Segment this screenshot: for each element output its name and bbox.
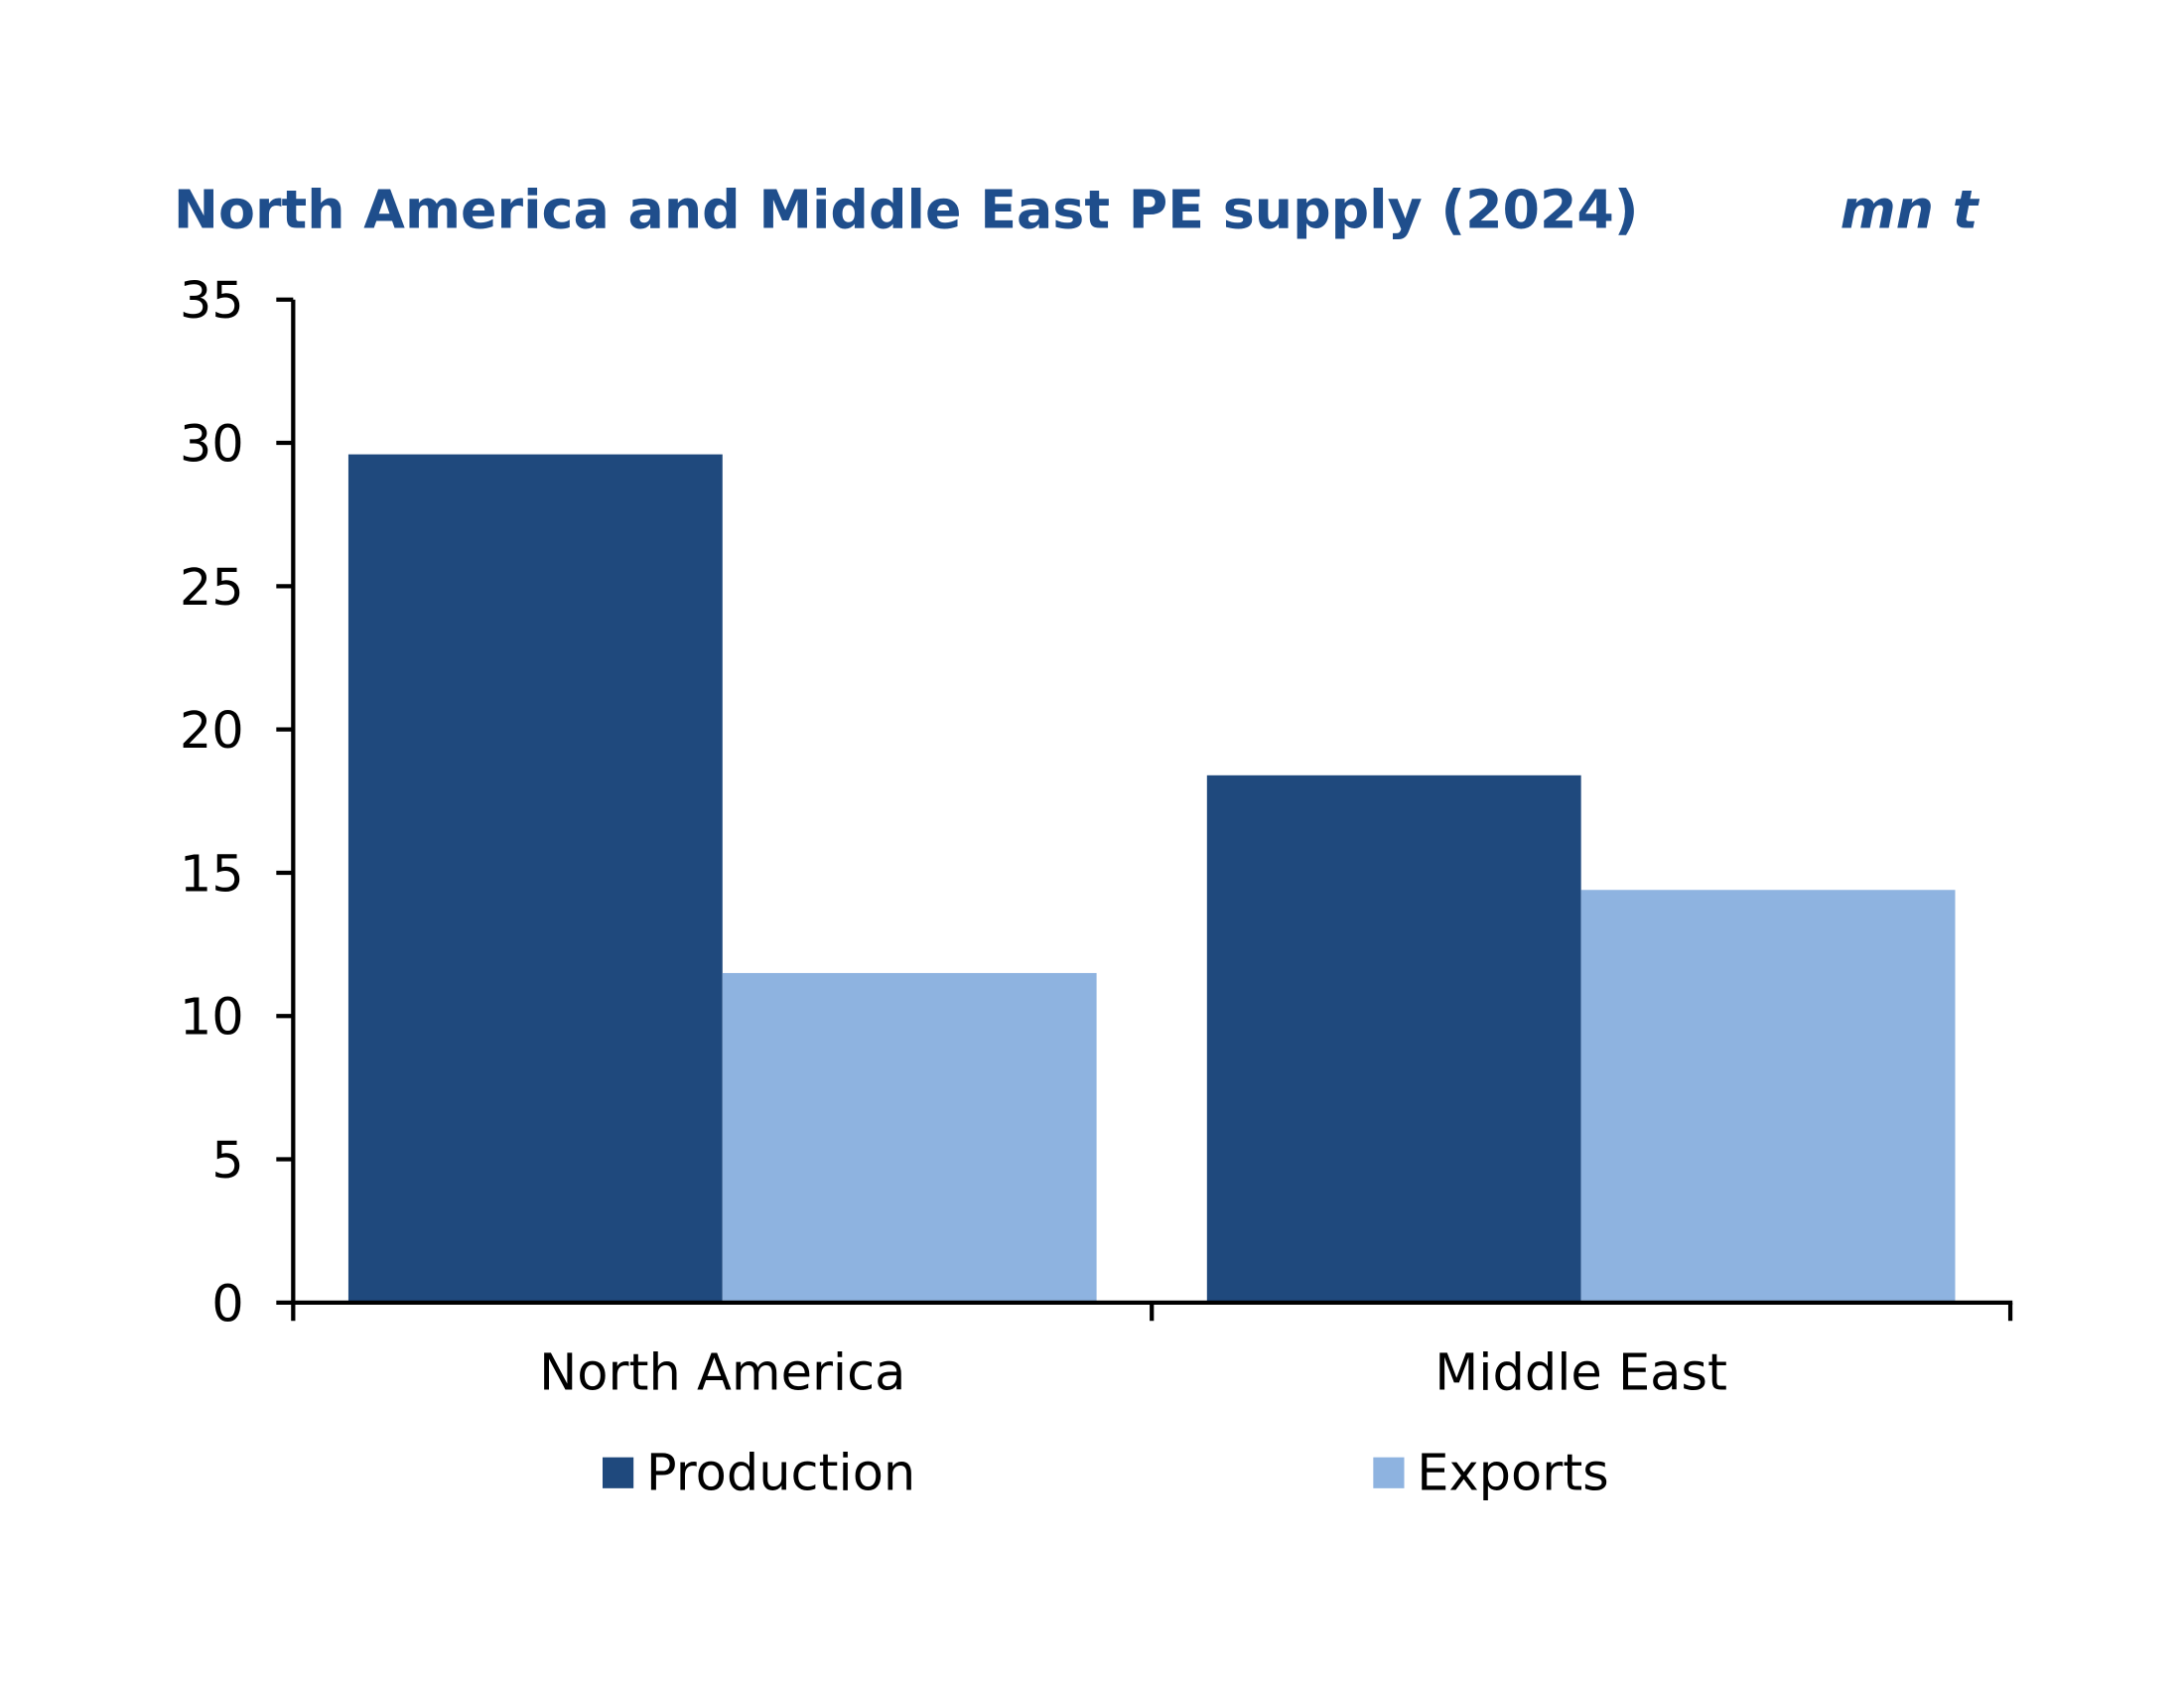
bar-production-middle-east [1206, 774, 1581, 1303]
unit-label: mn t [1841, 179, 1980, 241]
y-tick-label: 10 [180, 989, 244, 1048]
y-tick-label: 25 [180, 559, 244, 618]
y-tick-label: 30 [180, 415, 244, 474]
legend-swatch-exports [1373, 1457, 1405, 1488]
bar-exports-middle-east [1580, 890, 1956, 1303]
x-tick-label: Middle East [1434, 1344, 1727, 1403]
legend-swatch-production [603, 1457, 634, 1488]
y-tick-label: 35 [180, 272, 244, 331]
legend-label-exports: Exports [1417, 1444, 1609, 1502]
x-tick-label: North America [539, 1344, 905, 1403]
y-tick-label: 0 [211, 1275, 243, 1334]
chart-title: North America and Middle East PE supply … [174, 179, 1639, 241]
legend-label-production: Production [646, 1444, 915, 1502]
y-tick-label: 5 [211, 1132, 243, 1191]
y-tick-label: 20 [180, 702, 244, 761]
bar-production-north-america [347, 454, 723, 1303]
y-tick-label: 15 [180, 845, 244, 904]
bar-exports-north-america [722, 972, 1097, 1303]
